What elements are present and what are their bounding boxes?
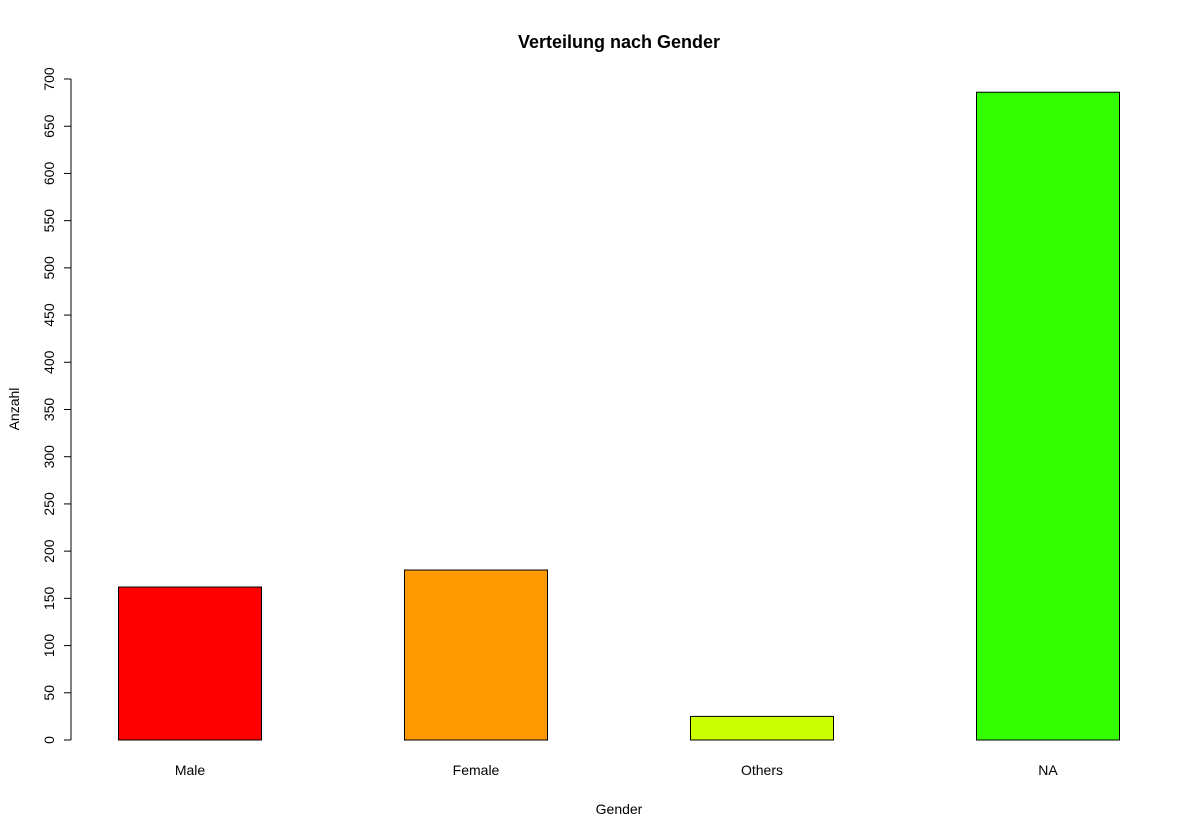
y-tick-label: 600 (41, 162, 57, 186)
y-tick-label: 650 (41, 114, 57, 138)
bar-na (976, 91, 1120, 741)
y-tick-label: 0 (41, 736, 57, 744)
y-axis-label: Anzahl (6, 388, 22, 431)
y-tick-label: 550 (41, 209, 57, 233)
bar-female (404, 569, 548, 741)
y-axis: 0 50 100 150 200 250 300 350 400 450 500 550 600 650 7… (41, 67, 72, 744)
x-tick-label: Others (741, 762, 783, 778)
x-tick-label: Male (175, 762, 206, 778)
y-tick-label: 450 (41, 303, 57, 327)
y-tick-label: 100 (41, 634, 57, 658)
bars-group (118, 91, 1120, 741)
y-tick-label: 700 (41, 67, 57, 91)
y-tick-label: 350 (41, 398, 57, 422)
y-tick-label: 500 (41, 256, 57, 280)
y-tick-label: 400 (41, 350, 57, 374)
y-tick-label: 200 (41, 539, 57, 563)
x-axis-label: Gender (596, 801, 643, 817)
x-tick-label: NA (1038, 762, 1058, 778)
y-tick-label: 150 (41, 586, 57, 610)
chart-title: Verteilung nach Gender (518, 32, 720, 52)
x-tick-label: Female (453, 762, 500, 778)
y-tick-label: 250 (41, 492, 57, 516)
y-tick-label: 300 (41, 445, 57, 469)
bar-male (118, 586, 262, 741)
y-tick-label: 50 (41, 685, 57, 701)
x-tick-labels: Male Female Others NA (175, 762, 1059, 778)
bar-others (690, 715, 834, 741)
